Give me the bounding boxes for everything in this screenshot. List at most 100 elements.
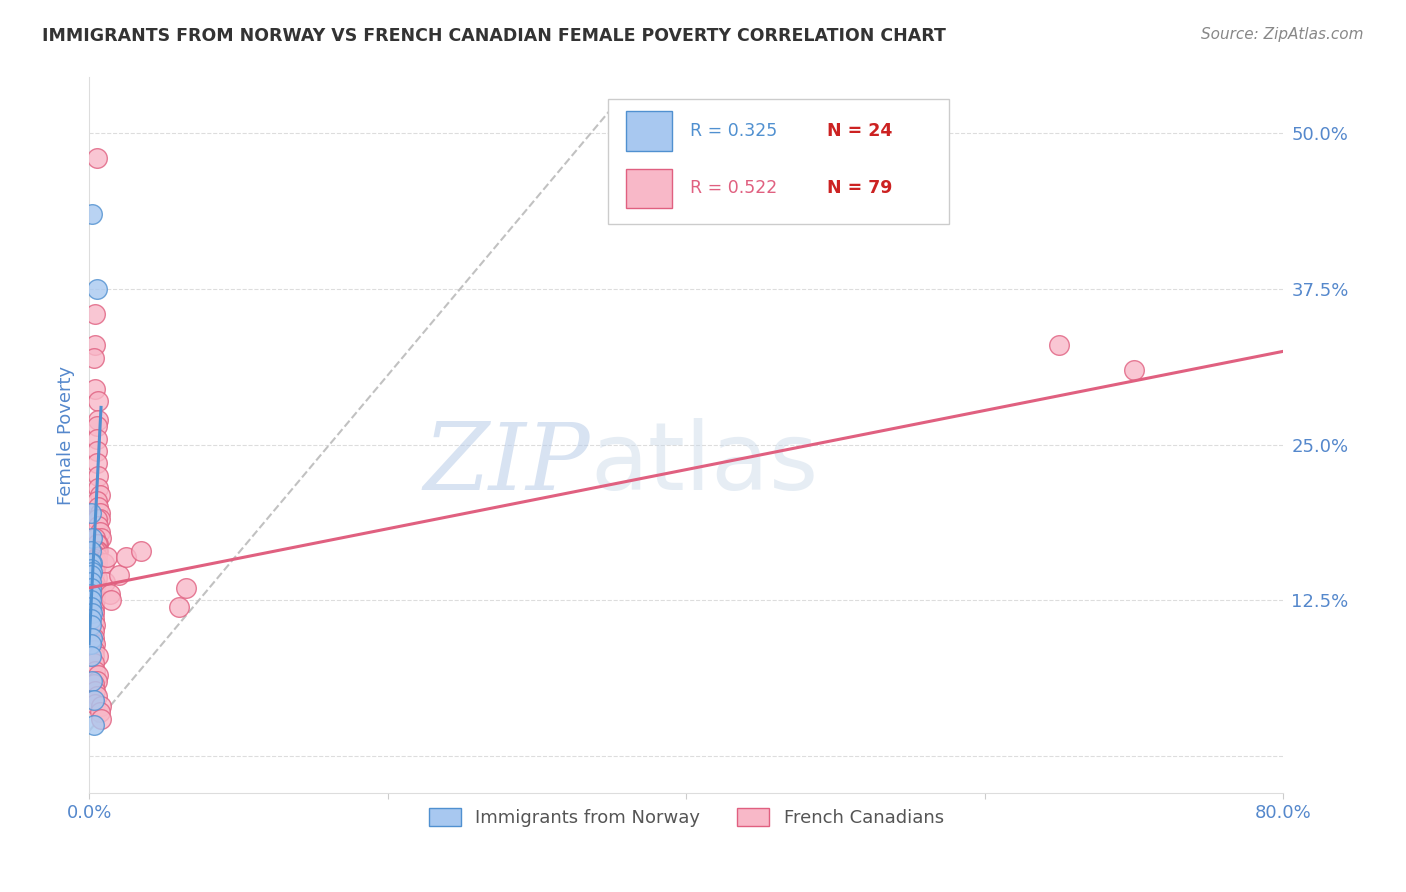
Point bbox=[83, 562, 105, 576]
Text: Source: ZipAtlas.com: Source: ZipAtlas.com bbox=[1201, 27, 1364, 42]
Point bbox=[86, 674, 108, 689]
Point bbox=[84, 338, 107, 352]
Point bbox=[84, 581, 107, 595]
Point bbox=[86, 571, 108, 585]
Point bbox=[79, 543, 101, 558]
Point bbox=[174, 581, 197, 595]
Point bbox=[86, 556, 108, 570]
Point bbox=[86, 152, 108, 166]
Point bbox=[79, 618, 101, 632]
Point bbox=[80, 606, 103, 620]
Point bbox=[83, 649, 105, 664]
Point bbox=[89, 487, 111, 501]
Point bbox=[83, 553, 105, 567]
Point bbox=[84, 665, 107, 679]
Point bbox=[86, 457, 108, 471]
Text: N = 24: N = 24 bbox=[827, 122, 893, 140]
Text: R = 0.325: R = 0.325 bbox=[690, 122, 778, 140]
Point bbox=[83, 597, 105, 611]
Point bbox=[79, 587, 101, 601]
Point bbox=[80, 565, 103, 579]
Point bbox=[1047, 338, 1070, 352]
Point bbox=[86, 432, 108, 446]
Point bbox=[84, 684, 107, 698]
Point bbox=[86, 419, 108, 434]
Point bbox=[79, 637, 101, 651]
Point bbox=[83, 656, 105, 670]
Point bbox=[87, 468, 110, 483]
Point bbox=[87, 413, 110, 427]
Point bbox=[80, 207, 103, 221]
Point bbox=[79, 506, 101, 520]
Point bbox=[94, 574, 117, 589]
Point bbox=[86, 549, 108, 564]
FancyBboxPatch shape bbox=[609, 99, 949, 224]
Point bbox=[83, 584, 105, 599]
Point bbox=[84, 556, 107, 570]
Point bbox=[90, 712, 112, 726]
Point bbox=[84, 552, 107, 566]
Text: IMMIGRANTS FROM NORWAY VS FRENCH CANADIAN FEMALE POVERTY CORRELATION CHART: IMMIGRANTS FROM NORWAY VS FRENCH CANADIA… bbox=[42, 27, 946, 45]
Point bbox=[100, 593, 122, 607]
Point bbox=[83, 693, 105, 707]
Point bbox=[89, 524, 111, 539]
Point bbox=[84, 593, 107, 607]
Point bbox=[79, 593, 101, 607]
Point bbox=[98, 587, 121, 601]
Point bbox=[86, 493, 108, 508]
FancyBboxPatch shape bbox=[627, 169, 672, 208]
Point bbox=[86, 282, 108, 296]
Point bbox=[89, 506, 111, 520]
Point bbox=[80, 556, 103, 570]
Point bbox=[93, 556, 115, 570]
Text: R = 0.522: R = 0.522 bbox=[690, 179, 778, 197]
Point bbox=[87, 537, 110, 551]
Point bbox=[87, 543, 110, 558]
Point bbox=[80, 531, 103, 545]
Y-axis label: Female Poverty: Female Poverty bbox=[58, 366, 75, 505]
Point bbox=[83, 568, 105, 582]
Point bbox=[89, 706, 111, 720]
Point bbox=[80, 631, 103, 645]
Point bbox=[83, 558, 105, 573]
Point bbox=[83, 718, 105, 732]
FancyBboxPatch shape bbox=[627, 112, 672, 151]
Point bbox=[83, 643, 105, 657]
Point bbox=[87, 649, 110, 664]
Point bbox=[83, 591, 105, 605]
Point bbox=[87, 481, 110, 495]
Text: atlas: atlas bbox=[591, 418, 818, 510]
Text: N = 79: N = 79 bbox=[827, 179, 893, 197]
Point bbox=[80, 674, 103, 689]
Point bbox=[87, 518, 110, 533]
Point bbox=[108, 568, 131, 582]
Point bbox=[87, 394, 110, 409]
Point bbox=[79, 568, 101, 582]
Point bbox=[86, 512, 108, 526]
Legend: Immigrants from Norway, French Canadians: Immigrants from Norway, French Canadians bbox=[422, 801, 950, 834]
Point bbox=[84, 587, 107, 601]
Point bbox=[1122, 363, 1144, 377]
Point bbox=[79, 574, 101, 589]
Point bbox=[84, 577, 107, 591]
Point bbox=[87, 668, 110, 682]
Point bbox=[90, 699, 112, 714]
Point bbox=[86, 690, 108, 704]
Point bbox=[83, 677, 105, 691]
Point bbox=[79, 562, 101, 576]
Point bbox=[83, 574, 105, 589]
Point bbox=[83, 602, 105, 616]
Point bbox=[83, 547, 105, 561]
Text: ZIP: ZIP bbox=[425, 419, 591, 509]
Point bbox=[79, 649, 101, 664]
Point bbox=[84, 531, 107, 545]
Point bbox=[83, 631, 105, 645]
Point bbox=[84, 618, 107, 632]
Point bbox=[83, 624, 105, 639]
Point bbox=[90, 531, 112, 545]
Point bbox=[84, 382, 107, 396]
Point bbox=[131, 543, 153, 558]
Point bbox=[84, 543, 107, 558]
Point bbox=[83, 606, 105, 620]
Point bbox=[84, 565, 107, 579]
